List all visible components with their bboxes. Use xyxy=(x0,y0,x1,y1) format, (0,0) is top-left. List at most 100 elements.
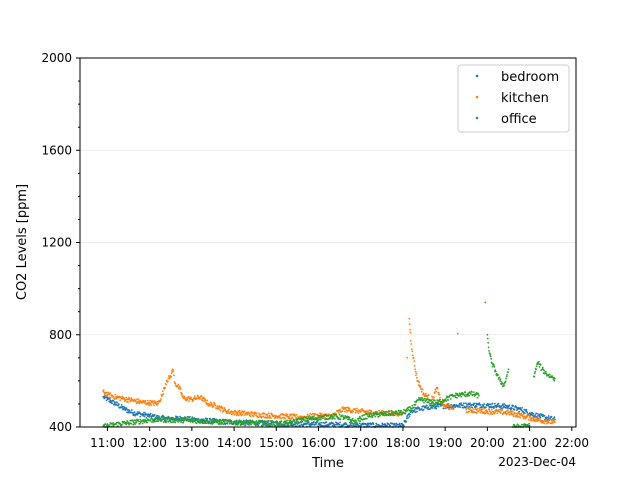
kitchen-dot xyxy=(504,410,507,413)
bedroom-dot xyxy=(460,402,462,405)
kitchen-dot xyxy=(192,399,195,402)
kitchen-dot xyxy=(199,398,202,400)
kitchen-dot xyxy=(439,396,441,399)
office-dot xyxy=(430,399,432,402)
office-dot xyxy=(279,424,282,426)
kitchen-dot xyxy=(108,396,111,399)
office-dot xyxy=(131,419,134,422)
bedroom-dot xyxy=(507,407,509,410)
kitchen-dot xyxy=(320,412,323,415)
office-dot xyxy=(157,420,160,423)
office-dot xyxy=(342,415,344,417)
kitchen-dot xyxy=(370,410,373,413)
kitchen-point-24 xyxy=(288,415,290,418)
bedroom-dot xyxy=(335,423,338,426)
kitchen-dot xyxy=(489,413,492,415)
office-dot xyxy=(174,421,177,424)
office-dot xyxy=(420,398,423,401)
bedroom-dot xyxy=(458,404,461,406)
office-dot xyxy=(374,415,377,418)
kitchen-dot xyxy=(290,418,293,420)
kitchen-dot xyxy=(236,413,239,416)
office-dot xyxy=(364,417,367,420)
bedroom-dot xyxy=(525,408,528,411)
office-dot xyxy=(395,410,398,413)
kitchen-dot xyxy=(501,409,504,411)
bedroom-dot xyxy=(483,403,485,405)
office-dot xyxy=(490,357,493,360)
bedroom-dot xyxy=(478,402,481,404)
kitchen-dot xyxy=(468,410,470,413)
office-dot xyxy=(412,406,415,409)
office-dot xyxy=(243,422,245,425)
kitchen-dot xyxy=(203,400,206,403)
office-dot xyxy=(298,422,301,424)
office-dot xyxy=(439,398,441,401)
office-dot xyxy=(263,420,265,422)
office-dot xyxy=(359,420,362,423)
kitchen-dot xyxy=(422,392,425,395)
office-dot xyxy=(222,423,225,426)
office-dot xyxy=(384,412,386,414)
office-dot xyxy=(541,366,544,369)
kitchen-dot xyxy=(160,395,163,398)
office-dot xyxy=(211,419,213,422)
bedroom-dot xyxy=(539,416,542,419)
office-dot xyxy=(286,419,288,422)
legend-label-kitchen: kitchen xyxy=(501,91,549,106)
kitchen-dot xyxy=(420,390,423,393)
office-dot xyxy=(171,416,174,419)
office-point-17 xyxy=(330,415,333,418)
office-dot xyxy=(307,416,310,418)
bedroom-dot xyxy=(350,424,353,427)
office-dot xyxy=(539,363,542,366)
kitchen-dot xyxy=(516,416,519,418)
bedroom-dot xyxy=(311,421,313,424)
bedroom-dot xyxy=(299,424,302,427)
office-dot xyxy=(138,422,141,425)
bedroom-dot xyxy=(459,406,461,409)
office-dot xyxy=(356,422,359,425)
kitchen-dot xyxy=(378,409,380,412)
office-point-14 xyxy=(288,421,290,424)
kitchen-point-37 xyxy=(414,370,417,373)
kitchen-dot xyxy=(495,410,498,412)
bedroom-dot xyxy=(487,403,490,406)
kitchen-dot xyxy=(485,409,488,411)
office-dot xyxy=(454,396,457,399)
kitchen-point-11 xyxy=(172,368,174,371)
kitchen-dot xyxy=(419,385,422,387)
office-dot xyxy=(505,375,508,378)
office-dot xyxy=(162,421,165,423)
kitchen-dot xyxy=(411,350,414,353)
bedroom-dot xyxy=(312,423,314,426)
office-dot xyxy=(319,418,322,421)
office-dot xyxy=(220,419,223,422)
office-dot xyxy=(409,409,412,412)
kitchen-point-1 xyxy=(106,393,109,396)
bedroom-dot xyxy=(353,425,355,427)
office-dot xyxy=(291,423,294,425)
kitchen-dot xyxy=(413,360,416,363)
office-dot xyxy=(551,375,553,377)
office-dot xyxy=(254,424,257,427)
kitchen-dot xyxy=(187,396,190,398)
kitchen-dot xyxy=(472,408,475,410)
office-dot xyxy=(312,415,315,418)
kitchen-dot xyxy=(146,399,149,402)
office-dot xyxy=(216,421,219,424)
kitchen-dot xyxy=(408,323,411,326)
bedroom-dot xyxy=(425,406,427,409)
office-dot xyxy=(202,418,205,420)
kitchen-dot xyxy=(425,392,427,395)
kitchen-dot xyxy=(522,415,524,418)
office-dot xyxy=(331,415,334,418)
kitchen-dot xyxy=(193,395,196,398)
office-dot xyxy=(159,418,161,420)
kitchen-dot xyxy=(312,412,314,415)
bedroom-dot xyxy=(108,398,111,400)
office-dot xyxy=(489,355,492,358)
office-dot xyxy=(240,424,243,426)
kitchen-dot xyxy=(523,413,525,415)
office-dot xyxy=(183,418,186,421)
